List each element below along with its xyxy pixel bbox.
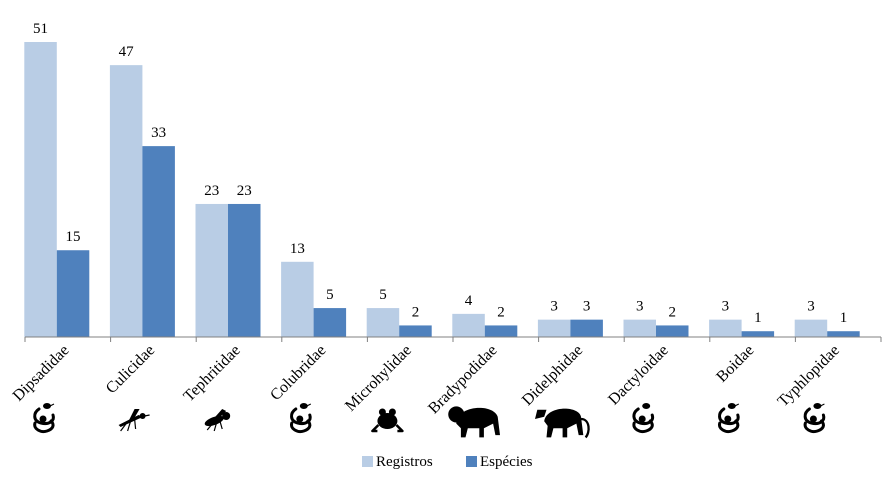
- sloth-icon: [448, 406, 500, 438]
- data-label: 3: [583, 299, 591, 315]
- data-label: 4: [465, 293, 473, 309]
- bar-registros: [794, 319, 828, 337]
- legend-label: Espécies: [480, 454, 533, 470]
- bar-especies: [56, 250, 90, 337]
- data-label: 33: [151, 125, 166, 141]
- data-label: 23: [237, 183, 252, 199]
- bars-layer: [24, 42, 860, 337]
- snake-icon: [803, 403, 826, 433]
- category-label: Culicidae: [103, 342, 158, 397]
- snake-icon: [33, 403, 55, 433]
- data-label: 3: [807, 299, 815, 315]
- lizard-icon: [632, 403, 655, 433]
- bar-registros: [281, 261, 314, 337]
- bar-especies: [656, 325, 689, 337]
- data-label: 51: [33, 21, 48, 37]
- category-label: Bradypodidae: [425, 342, 500, 417]
- category-label: Dipsadidae: [10, 342, 73, 405]
- bar-especies: [484, 325, 518, 337]
- data-label: 15: [66, 229, 81, 245]
- bar-especies: [399, 325, 432, 337]
- data-label: 2: [412, 304, 420, 320]
- category-label: Microhylidae: [342, 342, 415, 415]
- legend-swatch: [362, 456, 373, 467]
- category-label: Typhlopidae: [775, 342, 843, 410]
- category-labels-layer: Dipsadidae Culicidae Tephritidae Colubridae…: [10, 342, 843, 417]
- bar-registros: [537, 319, 571, 337]
- bar-registros: [623, 319, 656, 337]
- category-label: Tephritidae: [180, 342, 243, 405]
- bar-especies: [228, 203, 261, 337]
- data-label: 13: [290, 241, 305, 257]
- category-label: Colubridae: [267, 342, 329, 404]
- legend-label: Registros: [376, 454, 433, 470]
- frog-icon: [371, 408, 404, 433]
- fly-icon: [204, 409, 231, 432]
- data-label: 5: [326, 287, 334, 303]
- data-label: 1: [840, 310, 848, 326]
- mosquito-icon: [118, 409, 150, 432]
- data-label: 3: [722, 299, 730, 315]
- category-label: Boidae: [713, 342, 757, 386]
- data-label: 23: [204, 183, 219, 199]
- bar-especies: [142, 146, 175, 337]
- category-icons-layer: [33, 403, 826, 439]
- snake-icon: [718, 403, 740, 433]
- data-label: 5: [379, 287, 387, 303]
- bar-registros: [195, 203, 228, 337]
- category-label: Dactyloidae: [605, 342, 672, 409]
- bar-registros: [452, 313, 485, 337]
- snake-icon: [290, 403, 312, 433]
- bar-especies: [313, 308, 347, 337]
- data-label: 2: [497, 304, 505, 320]
- bar-registros: [709, 319, 742, 337]
- bar-especies: [741, 331, 775, 337]
- bar-registros: [366, 308, 400, 337]
- category-label: Didelphidae: [519, 342, 586, 409]
- data-label: 47: [119, 44, 135, 60]
- legend-swatch: [466, 456, 477, 467]
- x-axis-ticks: [24, 337, 882, 342]
- legend: Registros Espécies: [362, 454, 533, 470]
- bar-registros: [24, 42, 57, 337]
- opossum-icon: [535, 408, 590, 439]
- data-label: 3: [550, 299, 558, 315]
- bar-registros: [109, 65, 143, 337]
- data-label: 3: [636, 299, 644, 315]
- data-label: 2: [669, 304, 677, 320]
- bar-especies: [570, 319, 603, 337]
- data-label: 1: [754, 310, 762, 326]
- bar-especies: [827, 331, 860, 337]
